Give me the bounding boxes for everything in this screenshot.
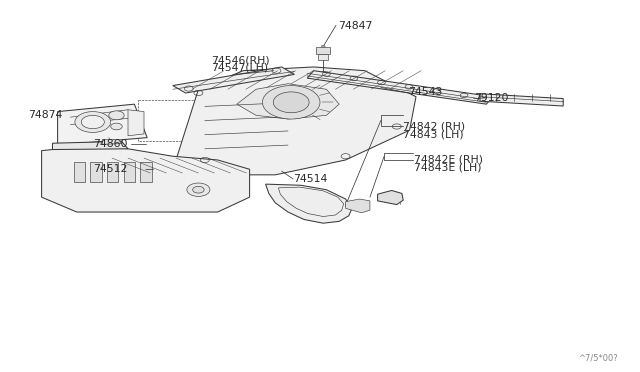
Text: 74860: 74860 xyxy=(93,140,127,149)
Polygon shape xyxy=(176,67,416,175)
Polygon shape xyxy=(58,104,147,145)
Polygon shape xyxy=(90,162,102,182)
Circle shape xyxy=(109,111,124,120)
Text: 74543: 74543 xyxy=(408,87,443,97)
Circle shape xyxy=(75,112,111,132)
Polygon shape xyxy=(307,71,493,104)
Text: 74546(RH): 74546(RH) xyxy=(211,55,270,65)
Polygon shape xyxy=(480,94,563,106)
Text: 79120: 79120 xyxy=(474,93,508,103)
Circle shape xyxy=(111,123,122,130)
Text: 74843 (LH): 74843 (LH) xyxy=(403,130,464,140)
Text: 74843E (LH): 74843E (LH) xyxy=(414,162,481,172)
Text: 74847: 74847 xyxy=(338,21,372,31)
Polygon shape xyxy=(173,67,294,93)
Text: 74547(LH): 74547(LH) xyxy=(211,63,268,73)
Polygon shape xyxy=(102,140,122,144)
Circle shape xyxy=(193,186,204,193)
Text: 74512: 74512 xyxy=(93,164,127,174)
Polygon shape xyxy=(52,141,128,150)
Polygon shape xyxy=(74,162,85,182)
Circle shape xyxy=(273,92,309,113)
Polygon shape xyxy=(128,110,144,136)
Circle shape xyxy=(262,86,320,119)
Polygon shape xyxy=(107,162,118,182)
Polygon shape xyxy=(318,54,328,60)
Text: 74842E (RH): 74842E (RH) xyxy=(414,154,483,164)
Polygon shape xyxy=(266,184,352,223)
Polygon shape xyxy=(237,84,339,119)
Text: ^7/5*00?: ^7/5*00? xyxy=(578,354,618,363)
Circle shape xyxy=(187,183,210,196)
Circle shape xyxy=(81,115,104,129)
Text: 74842 (RH): 74842 (RH) xyxy=(403,122,465,131)
Polygon shape xyxy=(124,162,135,182)
Polygon shape xyxy=(42,145,250,212)
Polygon shape xyxy=(346,199,370,213)
Polygon shape xyxy=(316,46,330,54)
Circle shape xyxy=(321,45,325,48)
Polygon shape xyxy=(140,162,152,182)
Polygon shape xyxy=(378,190,403,205)
Text: 74874: 74874 xyxy=(28,110,63,120)
Text: 74514: 74514 xyxy=(293,174,328,184)
